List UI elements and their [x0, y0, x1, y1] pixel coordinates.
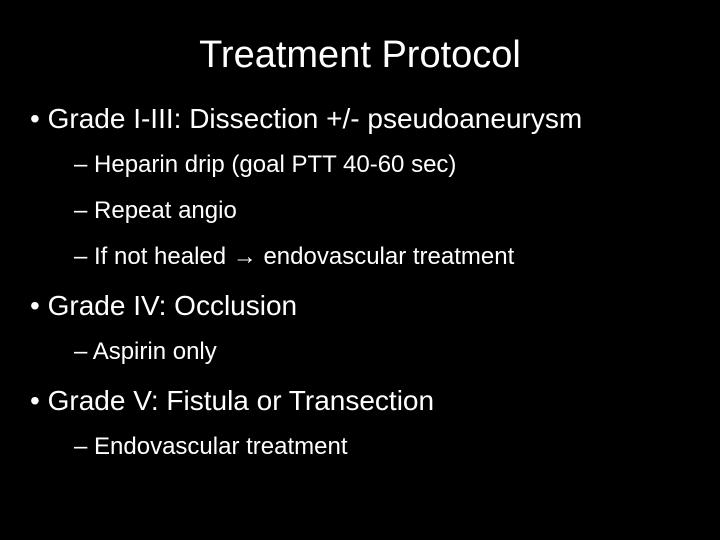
list-item: Grade I-III: Dissection +/- pseudoaneury…: [30, 101, 690, 272]
sub-item: If not healed → endovascular treatment: [74, 242, 690, 272]
sub-text: If not healed → endovascular treatment: [94, 243, 514, 270]
sub-text: Repeat angio: [94, 197, 237, 224]
sub-text: Aspirin only: [93, 338, 217, 365]
sub-list: Heparin drip (goal PTT 40-60 sec) Repeat…: [74, 150, 690, 272]
bullet-list: Grade I-III: Dissection +/- pseudoaneury…: [30, 101, 690, 462]
sub-item: Endovascular treatment: [74, 432, 690, 462]
sub-list: Endovascular treatment: [74, 432, 690, 462]
bullet-text: Grade IV: Occlusion: [48, 290, 298, 321]
sub-item: Aspirin only: [74, 337, 690, 367]
sub-list: Aspirin only: [74, 337, 690, 367]
sub-item: Heparin drip (goal PTT 40-60 sec): [74, 150, 690, 180]
list-item: Grade IV: Occlusion Aspirin only: [30, 288, 690, 367]
sub-text: Heparin drip (goal PTT 40-60 sec): [94, 151, 456, 178]
list-item: Grade V: Fistula or Transection Endovasc…: [30, 383, 690, 462]
sub-item: Repeat angio: [74, 196, 690, 226]
slide: Treatment Protocol Grade I-III: Dissecti…: [0, 0, 720, 540]
bullet-text: Grade V: Fistula or Transection: [48, 385, 434, 416]
page-title: Treatment Protocol: [30, 34, 690, 77]
sub-text: Endovascular treatment: [94, 433, 347, 460]
bullet-text: Grade I-III: Dissection +/- pseudoaneury…: [48, 103, 583, 134]
